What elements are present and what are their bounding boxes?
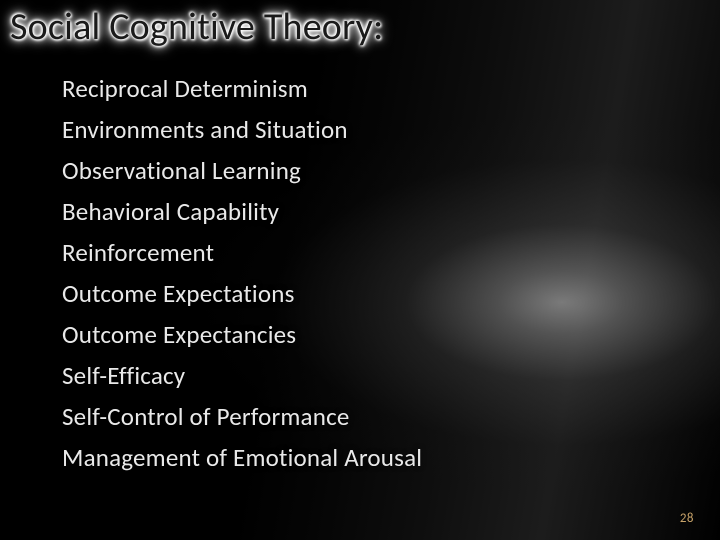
list-item: Environments and Situation: [62, 109, 680, 150]
list-item: Behavioral Capability: [62, 191, 680, 232]
list-item: Reciprocal Determinism: [62, 68, 680, 109]
list-item: Self-Control of Performance: [62, 396, 680, 437]
list-item: Self-Efficacy: [62, 355, 680, 396]
list-item: Reinforcement: [62, 232, 680, 273]
list-item: Management of Emotional Arousal: [62, 437, 680, 478]
list-item: Outcome Expectations: [62, 273, 680, 314]
page-number: 28: [680, 511, 694, 526]
slide-title: Social Cognitive Theory:: [10, 4, 383, 50]
bullet-list: Reciprocal Determinism Environments and …: [62, 68, 680, 478]
list-item: Outcome Expectancies: [62, 314, 680, 355]
list-item: Observational Learning: [62, 150, 680, 191]
slide: Social Cognitive Theory: Reciprocal Dete…: [0, 0, 720, 540]
